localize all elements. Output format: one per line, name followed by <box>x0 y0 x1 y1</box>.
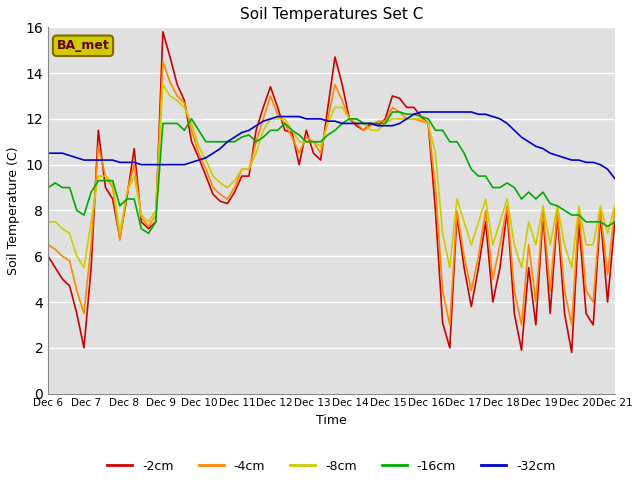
-32cm <box>44 150 52 156</box>
-8cm <box>80 265 88 271</box>
-16cm <box>145 230 152 236</box>
Legend: -2cm, -4cm, -8cm, -16cm, -32cm: -2cm, -4cm, -8cm, -16cm, -32cm <box>102 455 561 478</box>
-2cm <box>417 114 425 120</box>
-16cm <box>44 185 52 191</box>
-4cm <box>446 322 454 328</box>
-8cm <box>159 82 166 87</box>
-2cm <box>439 320 447 325</box>
-16cm <box>561 207 568 213</box>
-32cm <box>554 153 561 158</box>
Line: -4cm: -4cm <box>48 61 615 325</box>
-8cm <box>396 116 403 122</box>
-2cm <box>554 212 561 218</box>
Line: -8cm: -8cm <box>48 84 615 268</box>
-8cm <box>403 116 411 122</box>
-2cm <box>44 253 52 259</box>
-4cm <box>159 59 166 64</box>
-16cm <box>388 109 396 115</box>
-16cm <box>446 139 454 144</box>
-32cm <box>388 123 396 129</box>
-32cm <box>439 109 447 115</box>
-8cm <box>446 265 454 271</box>
-8cm <box>44 219 52 225</box>
-4cm <box>439 288 447 293</box>
-2cm <box>568 349 575 355</box>
-4cm <box>388 105 396 110</box>
-32cm <box>295 114 303 120</box>
-32cm <box>611 176 619 181</box>
-2cm <box>611 219 619 225</box>
-32cm <box>417 109 425 115</box>
-8cm <box>310 139 317 144</box>
-16cm <box>611 219 619 225</box>
-4cm <box>611 207 619 213</box>
-16cm <box>403 111 411 117</box>
-32cm <box>381 123 389 129</box>
-2cm <box>388 93 396 99</box>
Text: BA_met: BA_met <box>56 39 109 52</box>
-16cm <box>424 116 432 122</box>
X-axis label: Time: Time <box>316 414 347 427</box>
-8cm <box>611 203 619 209</box>
-4cm <box>303 134 310 140</box>
-4cm <box>561 288 568 293</box>
-4cm <box>396 109 403 115</box>
-4cm <box>44 242 52 248</box>
-2cm <box>303 127 310 133</box>
Line: -16cm: -16cm <box>48 112 615 233</box>
-16cm <box>303 139 310 144</box>
-8cm <box>561 242 568 248</box>
-8cm <box>424 120 432 126</box>
-16cm <box>396 109 403 115</box>
-4cm <box>417 118 425 124</box>
Y-axis label: Soil Temperature (C): Soil Temperature (C) <box>7 146 20 275</box>
Title: Soil Temperatures Set C: Soil Temperatures Set C <box>240 7 423 22</box>
-32cm <box>410 111 418 117</box>
Line: -32cm: -32cm <box>48 112 615 179</box>
-2cm <box>396 96 403 101</box>
-2cm <box>159 29 166 35</box>
Line: -2cm: -2cm <box>48 32 615 352</box>
